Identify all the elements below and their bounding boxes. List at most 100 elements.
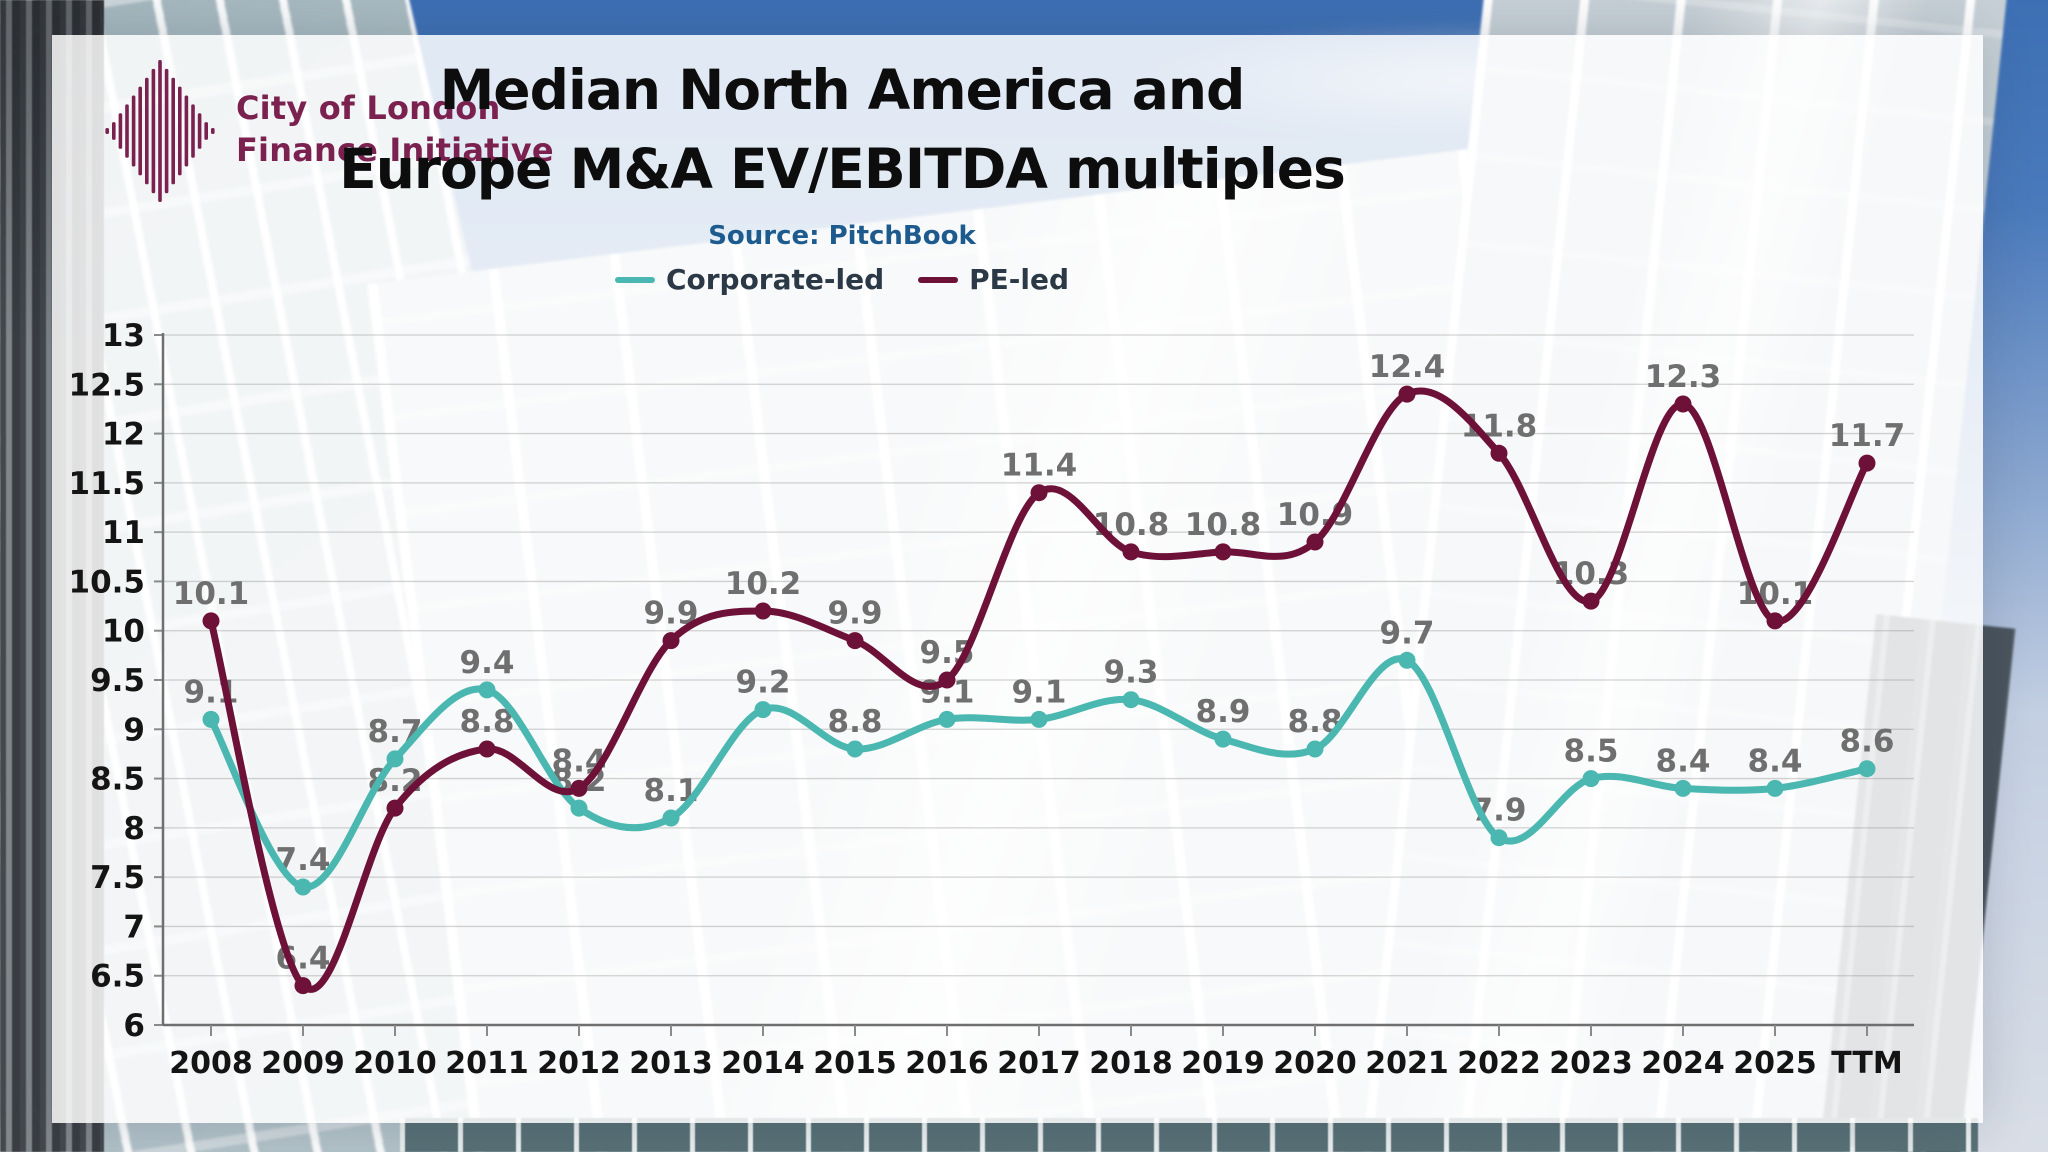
- data-point-dot: [570, 799, 588, 817]
- source-note: Source: PitchBook: [708, 221, 976, 251]
- y-tick-label: 8.5: [90, 762, 145, 798]
- x-tick-label: 2016: [905, 1046, 989, 1081]
- legend-label-pe: PE-led: [969, 263, 1070, 296]
- data-point-dot: [1766, 612, 1784, 630]
- y-tick-label: 7.5: [90, 860, 145, 896]
- data-point-dot: [1306, 533, 1324, 551]
- legend-swatch-corporate: [614, 276, 655, 283]
- data-point-dot: [938, 710, 956, 728]
- logo-bar: [191, 104, 195, 158]
- gridlines: [154, 334, 1914, 1026]
- logo-bar: [125, 104, 129, 158]
- data-point-dot: [1766, 779, 1784, 797]
- data-point-dot: [202, 710, 220, 728]
- x-tick-label: 2020: [1273, 1046, 1357, 1081]
- logo-text-line1: City of London: [236, 89, 501, 127]
- data-point-dot: [1490, 829, 1508, 847]
- data-point-label: 10.8: [1185, 507, 1262, 543]
- data-point-dot: [386, 799, 404, 817]
- logo-text: City of London Finance Initiative: [236, 87, 554, 171]
- logo-diamond-icon: [105, 60, 215, 202]
- data-point-label: 10.1: [173, 576, 250, 612]
- y-tick-label: 6.5: [90, 959, 145, 995]
- data-point-label: 8.7: [368, 714, 423, 750]
- data-point-label: 9.1: [1012, 674, 1067, 710]
- data-point-label: 11.4: [1001, 448, 1078, 484]
- data-point-dot: [294, 878, 312, 896]
- y-tick-label: 7: [123, 909, 145, 945]
- legend-item-pe: PE-led: [918, 263, 1069, 296]
- data-point-dot: [1306, 740, 1324, 758]
- x-tick-label: 2024: [1641, 1046, 1725, 1081]
- logo-text-line2: Finance Initiative: [236, 131, 554, 169]
- data-point-dot: [754, 602, 772, 620]
- logo-bar: [158, 60, 162, 202]
- y-tick-label: 9.5: [90, 663, 145, 699]
- y-tick-label: 11: [102, 515, 145, 551]
- data-point-dot: [1490, 444, 1508, 462]
- data-point-dot: [1582, 592, 1600, 610]
- data-point-dot: [1858, 760, 1876, 778]
- data-point-dot: [1122, 543, 1140, 561]
- x-tick-label: 2021: [1365, 1046, 1449, 1081]
- data-point-label: 9.2: [736, 665, 791, 701]
- chart-header: Median North America and Europe M&A EV/E…: [252, 35, 1432, 296]
- data-point-dot: [202, 612, 220, 630]
- data-point-dot: [1030, 484, 1048, 502]
- logo-bar: [145, 77, 149, 185]
- logo-bar: [138, 86, 142, 176]
- x-tick-label: 2010: [353, 1046, 437, 1081]
- page-title-line1: Median North America and: [439, 58, 1246, 122]
- data-point-dot: [1398, 385, 1416, 403]
- data-point-label: 8.8: [828, 704, 883, 740]
- data-point-dot: [846, 740, 864, 758]
- data-point-dot: [1030, 710, 1048, 728]
- logo-bar: [184, 95, 189, 167]
- data-point-label: 10.2: [725, 566, 802, 602]
- chart-canvas: 6 6.5 7 7.5 8 8.5 9 9.5 10 10.5 11 11.5 12 12.5 13 2008…: [69, 318, 1914, 1081]
- data-point-label: 8.6: [1840, 724, 1895, 760]
- data-point-label: 9.3: [1104, 655, 1159, 691]
- x-tick-label: 2022: [1457, 1046, 1541, 1081]
- x-tick-label: 2011: [445, 1046, 529, 1081]
- data-point-dot: [1214, 730, 1232, 748]
- data-point-label: 8.4: [1656, 743, 1711, 779]
- logo-bar: [204, 122, 208, 140]
- series-dots-1: [202, 385, 1876, 995]
- data-point-dot: [1858, 454, 1876, 472]
- data-point-dot: [478, 681, 496, 699]
- y-tick-label: 9: [123, 712, 145, 748]
- y-tick-label: 12.5: [69, 367, 146, 403]
- data-point-label: 11.7: [1829, 418, 1906, 454]
- data-point-dot: [1674, 395, 1692, 413]
- data-labels: 9.17.48.79.48.28.19.28.89.19.19.38.98.89…: [173, 349, 1906, 976]
- page-title-line2: Europe M&A EV/EBITDA multiples: [339, 137, 1346, 201]
- x-tick-label: TTM: [1831, 1046, 1902, 1081]
- y-tick-label: 10.5: [69, 564, 146, 600]
- x-tick-label: 2019: [1181, 1046, 1265, 1081]
- legend-label-corporate: Corporate-led: [665, 263, 885, 296]
- logo-bar: [105, 128, 109, 134]
- data-point-label: 8.8: [460, 704, 515, 740]
- data-point-label: 8.5: [1564, 734, 1619, 770]
- x-tick-label: 2025: [1733, 1046, 1817, 1081]
- x-tick-label: 2013: [629, 1046, 713, 1081]
- y-tick-label: 8: [123, 811, 145, 847]
- logo-bar: [211, 128, 215, 134]
- data-point-dot: [938, 671, 956, 689]
- legend-swatch-pe: [918, 276, 959, 283]
- data-point-dot: [662, 809, 680, 827]
- data-point-dot: [1674, 779, 1692, 797]
- y-tick-label: 12: [102, 417, 145, 453]
- logo-bar: [197, 113, 202, 149]
- x-tick-label: 2017: [997, 1046, 1081, 1081]
- data-point-dot: [570, 779, 588, 797]
- page-title: Median North America and Europe M&A EV/E…: [252, 51, 1432, 209]
- x-tick-label: 2014: [721, 1046, 805, 1081]
- data-point-label: 9.7: [1380, 615, 1435, 651]
- overlay-panel: City of London Finance Initiative Median…: [52, 35, 1983, 1123]
- data-point-label: 10.8: [1093, 507, 1170, 543]
- y-tick-label: 13: [102, 318, 145, 354]
- y-tick-label: 10: [102, 614, 145, 650]
- data-point-dot: [294, 977, 312, 995]
